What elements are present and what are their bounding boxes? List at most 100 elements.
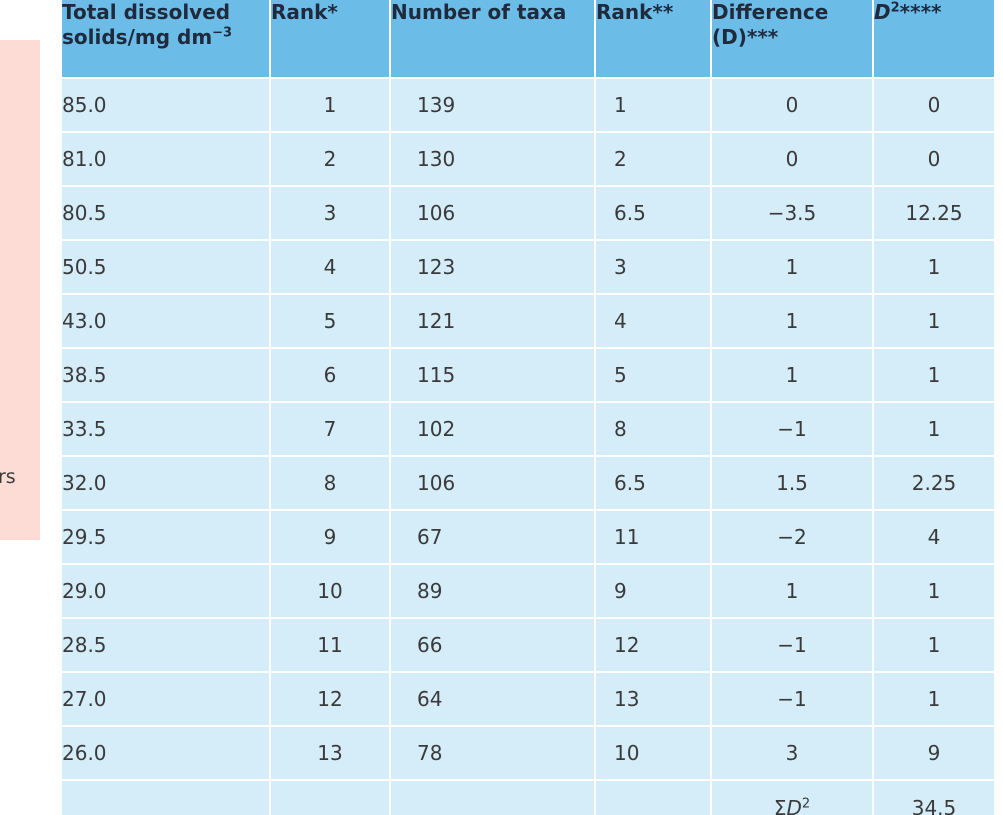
cell-rank-1: 2 [270, 132, 391, 187]
empty-cell [62, 780, 271, 815]
table-row: 28.5 11 66 12 −1 1 [62, 618, 994, 673]
cell-d-squared: 12.25 [873, 186, 994, 241]
cell-difference: −2 [711, 510, 874, 565]
cell-rank-2: 10 [595, 726, 712, 781]
empty-cell [595, 780, 712, 815]
table-row: 27.0 12 64 13 −1 1 [62, 672, 994, 727]
table-row: 81.0 2 130 2 0 0 [62, 132, 994, 187]
table-row: 85.0 1 139 1 0 0 [62, 78, 994, 133]
empty-cell [270, 780, 391, 815]
cell-number-of-taxa: 67 [390, 510, 596, 565]
cell-d-squared: 1 [873, 348, 994, 403]
cell-number-of-taxa: 89 [390, 564, 596, 619]
header-number-of-taxa: Number of taxa [390, 0, 596, 79]
cell-difference: 1.5 [711, 456, 874, 511]
cell-rank-2: 6.5 [595, 456, 712, 511]
cell-rank-2: 5 [595, 348, 712, 403]
cell-d-squared: 1 [873, 402, 994, 457]
cell-total-dissolved-solids: 80.5 [62, 186, 271, 241]
cell-total-dissolved-solids: 81.0 [62, 132, 271, 187]
table-header-row: Total dissolved solids/mg dm−3 Rank* Numb… [62, 0, 994, 79]
cell-rank-1: 11 [270, 618, 391, 673]
cell-rank-2: 4 [595, 294, 712, 349]
table-sum-row: ΣD2 34.5 [62, 780, 994, 815]
header-total-dissolved-solids: Total dissolved solids/mg dm−3 [62, 0, 271, 79]
cell-rank-1: 10 [270, 564, 391, 619]
cell-total-dissolved-solids: 28.5 [62, 618, 271, 673]
cell-number-of-taxa: 123 [390, 240, 596, 295]
cell-rank-1: 6 [270, 348, 391, 403]
cell-difference: 0 [711, 132, 874, 187]
table-row: 26.0 13 78 10 3 9 [62, 726, 994, 781]
cell-rank-2: 9 [595, 564, 712, 619]
cell-number-of-taxa: 121 [390, 294, 596, 349]
cell-rank-1: 4 [270, 240, 391, 295]
cell-d-squared: 0 [873, 78, 994, 133]
cell-number-of-taxa: 64 [390, 672, 596, 727]
cell-difference: 0 [711, 78, 874, 133]
cell-total-dissolved-solids: 38.5 [62, 348, 271, 403]
cell-number-of-taxa: 106 [390, 456, 596, 511]
table-row: 33.5 7 102 8 −1 1 [62, 402, 994, 457]
cell-rank-1: 7 [270, 402, 391, 457]
empty-cell [390, 780, 596, 815]
cell-rank-2: 2 [595, 132, 712, 187]
cell-difference: 1 [711, 294, 874, 349]
cell-difference: −1 [711, 618, 874, 673]
cell-total-dissolved-solids: 29.5 [62, 510, 271, 565]
sum-d-squared-value: 34.5 [873, 780, 994, 815]
ranking-table: Total dissolved solids/mg dm−3 Rank* Numb… [62, 0, 994, 815]
cell-number-of-taxa: 102 [390, 402, 596, 457]
cell-d-squared: 9 [873, 726, 994, 781]
cell-rank-1: 13 [270, 726, 391, 781]
cell-number-of-taxa: 78 [390, 726, 596, 781]
cell-rank-1: 8 [270, 456, 391, 511]
cell-rank-2: 1 [595, 78, 712, 133]
cell-total-dissolved-solids: 50.5 [62, 240, 271, 295]
cell-rank-1: 1 [270, 78, 391, 133]
cell-total-dissolved-solids: 43.0 [62, 294, 271, 349]
cell-d-squared: 0 [873, 132, 994, 187]
side-panel [0, 40, 40, 540]
cell-rank-1: 12 [270, 672, 391, 727]
cell-total-dissolved-solids: 85.0 [62, 78, 271, 133]
cell-total-dissolved-solids: 26.0 [62, 726, 271, 781]
cell-d-squared: 1 [873, 564, 994, 619]
cell-d-squared: 4 [873, 510, 994, 565]
cell-rank-1: 9 [270, 510, 391, 565]
cell-difference: −1 [711, 672, 874, 727]
cell-d-squared: 1 [873, 240, 994, 295]
cell-rank-2: 6.5 [595, 186, 712, 241]
cell-number-of-taxa: 106 [390, 186, 596, 241]
cell-total-dissolved-solids: 33.5 [62, 402, 271, 457]
header-rank-2: Rank** [595, 0, 712, 79]
header-difference: Difference (D)*** [711, 0, 874, 79]
table-row: 80.5 3 106 6.5 −3.5 12.25 [62, 186, 994, 241]
cell-difference: 1 [711, 564, 874, 619]
cell-difference: 1 [711, 240, 874, 295]
side-panel-text: rs [0, 466, 16, 488]
cell-d-squared: 1 [873, 294, 994, 349]
cell-number-of-taxa: 130 [390, 132, 596, 187]
table-row: 32.0 8 106 6.5 1.5 2.25 [62, 456, 994, 511]
cell-d-squared: 1 [873, 618, 994, 673]
cell-number-of-taxa: 115 [390, 348, 596, 403]
table-row: 29.0 10 89 9 1 1 [62, 564, 994, 619]
cell-rank-2: 8 [595, 402, 712, 457]
header-d-squared: D2**** [873, 0, 994, 79]
cell-difference: −1 [711, 402, 874, 457]
table-row: 29.5 9 67 11 −2 4 [62, 510, 994, 565]
cell-rank-2: 13 [595, 672, 712, 727]
cell-number-of-taxa: 139 [390, 78, 596, 133]
sum-d-squared-label: ΣD2 [711, 780, 874, 815]
cell-total-dissolved-solids: 29.0 [62, 564, 271, 619]
cell-rank-2: 12 [595, 618, 712, 673]
header-rank-1: Rank* [270, 0, 391, 79]
cell-difference: −3.5 [711, 186, 874, 241]
cell-difference: 1 [711, 348, 874, 403]
cell-total-dissolved-solids: 32.0 [62, 456, 271, 511]
cell-rank-2: 11 [595, 510, 712, 565]
cell-d-squared: 1 [873, 672, 994, 727]
table-row: 50.5 4 123 3 1 1 [62, 240, 994, 295]
